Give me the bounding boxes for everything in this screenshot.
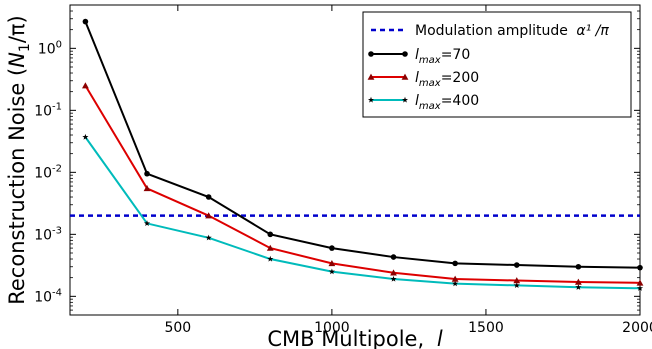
- data-point: [451, 275, 459, 282]
- plot-frame: [69, 4, 641, 316]
- data-point: [390, 275, 397, 282]
- data-point: [575, 263, 582, 270]
- series-layer: [70, 18, 644, 291]
- series-line: [84, 85, 641, 284]
- data-point: [513, 262, 520, 268]
- data-point: [205, 212, 213, 219]
- y-tick-label: 10-4: [34, 287, 62, 305]
- y-tick-label: 100: [38, 39, 62, 57]
- data-point: [390, 269, 397, 276]
- legend-marker: [367, 73, 375, 80]
- axis-ticks: 500 1000 1500 2000 10-4 10-3 10-2 10-1 100: [34, 4, 652, 336]
- data-point: [575, 284, 582, 290]
- legend-box: [362, 11, 632, 118]
- data-point: [636, 279, 644, 286]
- series-line: [84, 21, 641, 269]
- legend-marker: [367, 96, 375, 103]
- data-point: [267, 255, 274, 262]
- data-point: [328, 259, 336, 267]
- data-point: [267, 231, 274, 238]
- legend-label: lmax=400: [415, 93, 479, 112]
- data-point: [205, 194, 212, 200]
- legend-marker: [402, 51, 408, 57]
- legend-label: lmax=200: [415, 70, 479, 89]
- data-point: [574, 278, 582, 285]
- data-point: [513, 282, 520, 289]
- x-tick-label: 2000: [622, 320, 652, 336]
- legend-marker: [368, 51, 374, 57]
- data-point: [513, 277, 521, 284]
- x-tick-label: 500: [164, 320, 191, 336]
- data-point: [143, 220, 151, 227]
- data-point: [82, 82, 89, 89]
- legend: Modulation amplitude α¹ /π lmax=70 lmax=2…: [362, 11, 632, 118]
- data-point: [636, 285, 644, 291]
- data-point: [637, 264, 643, 271]
- y-tick-label: 10-3: [34, 225, 62, 243]
- data-point: [328, 268, 335, 275]
- data-point: [266, 244, 274, 251]
- legend-marker: [401, 73, 409, 80]
- y-axis-title: Reconstruction Noise (N1/π): [5, 15, 33, 305]
- data-point: [452, 280, 459, 287]
- data-point: [143, 185, 151, 192]
- x-tick-label: 1500: [468, 320, 504, 336]
- x-tick-label: 1000: [314, 320, 350, 336]
- legend-label: lmax=70: [415, 47, 470, 66]
- data-point: [144, 170, 150, 177]
- legend-marker: [401, 96, 409, 103]
- x-axis-title: CMB Multipole, l: [267, 327, 443, 349]
- legend-ref-label: Modulation amplitude α¹ /π: [415, 23, 609, 39]
- data-point: [390, 254, 397, 260]
- data-point: [452, 260, 458, 267]
- y-tick-label: 10-2: [34, 163, 62, 181]
- data-point: [82, 18, 89, 25]
- series-line: [84, 136, 641, 290]
- data-point: [82, 133, 89, 140]
- data-point: [205, 234, 212, 241]
- data-point: [329, 245, 335, 251]
- y-tick-label: 10-1: [34, 101, 62, 119]
